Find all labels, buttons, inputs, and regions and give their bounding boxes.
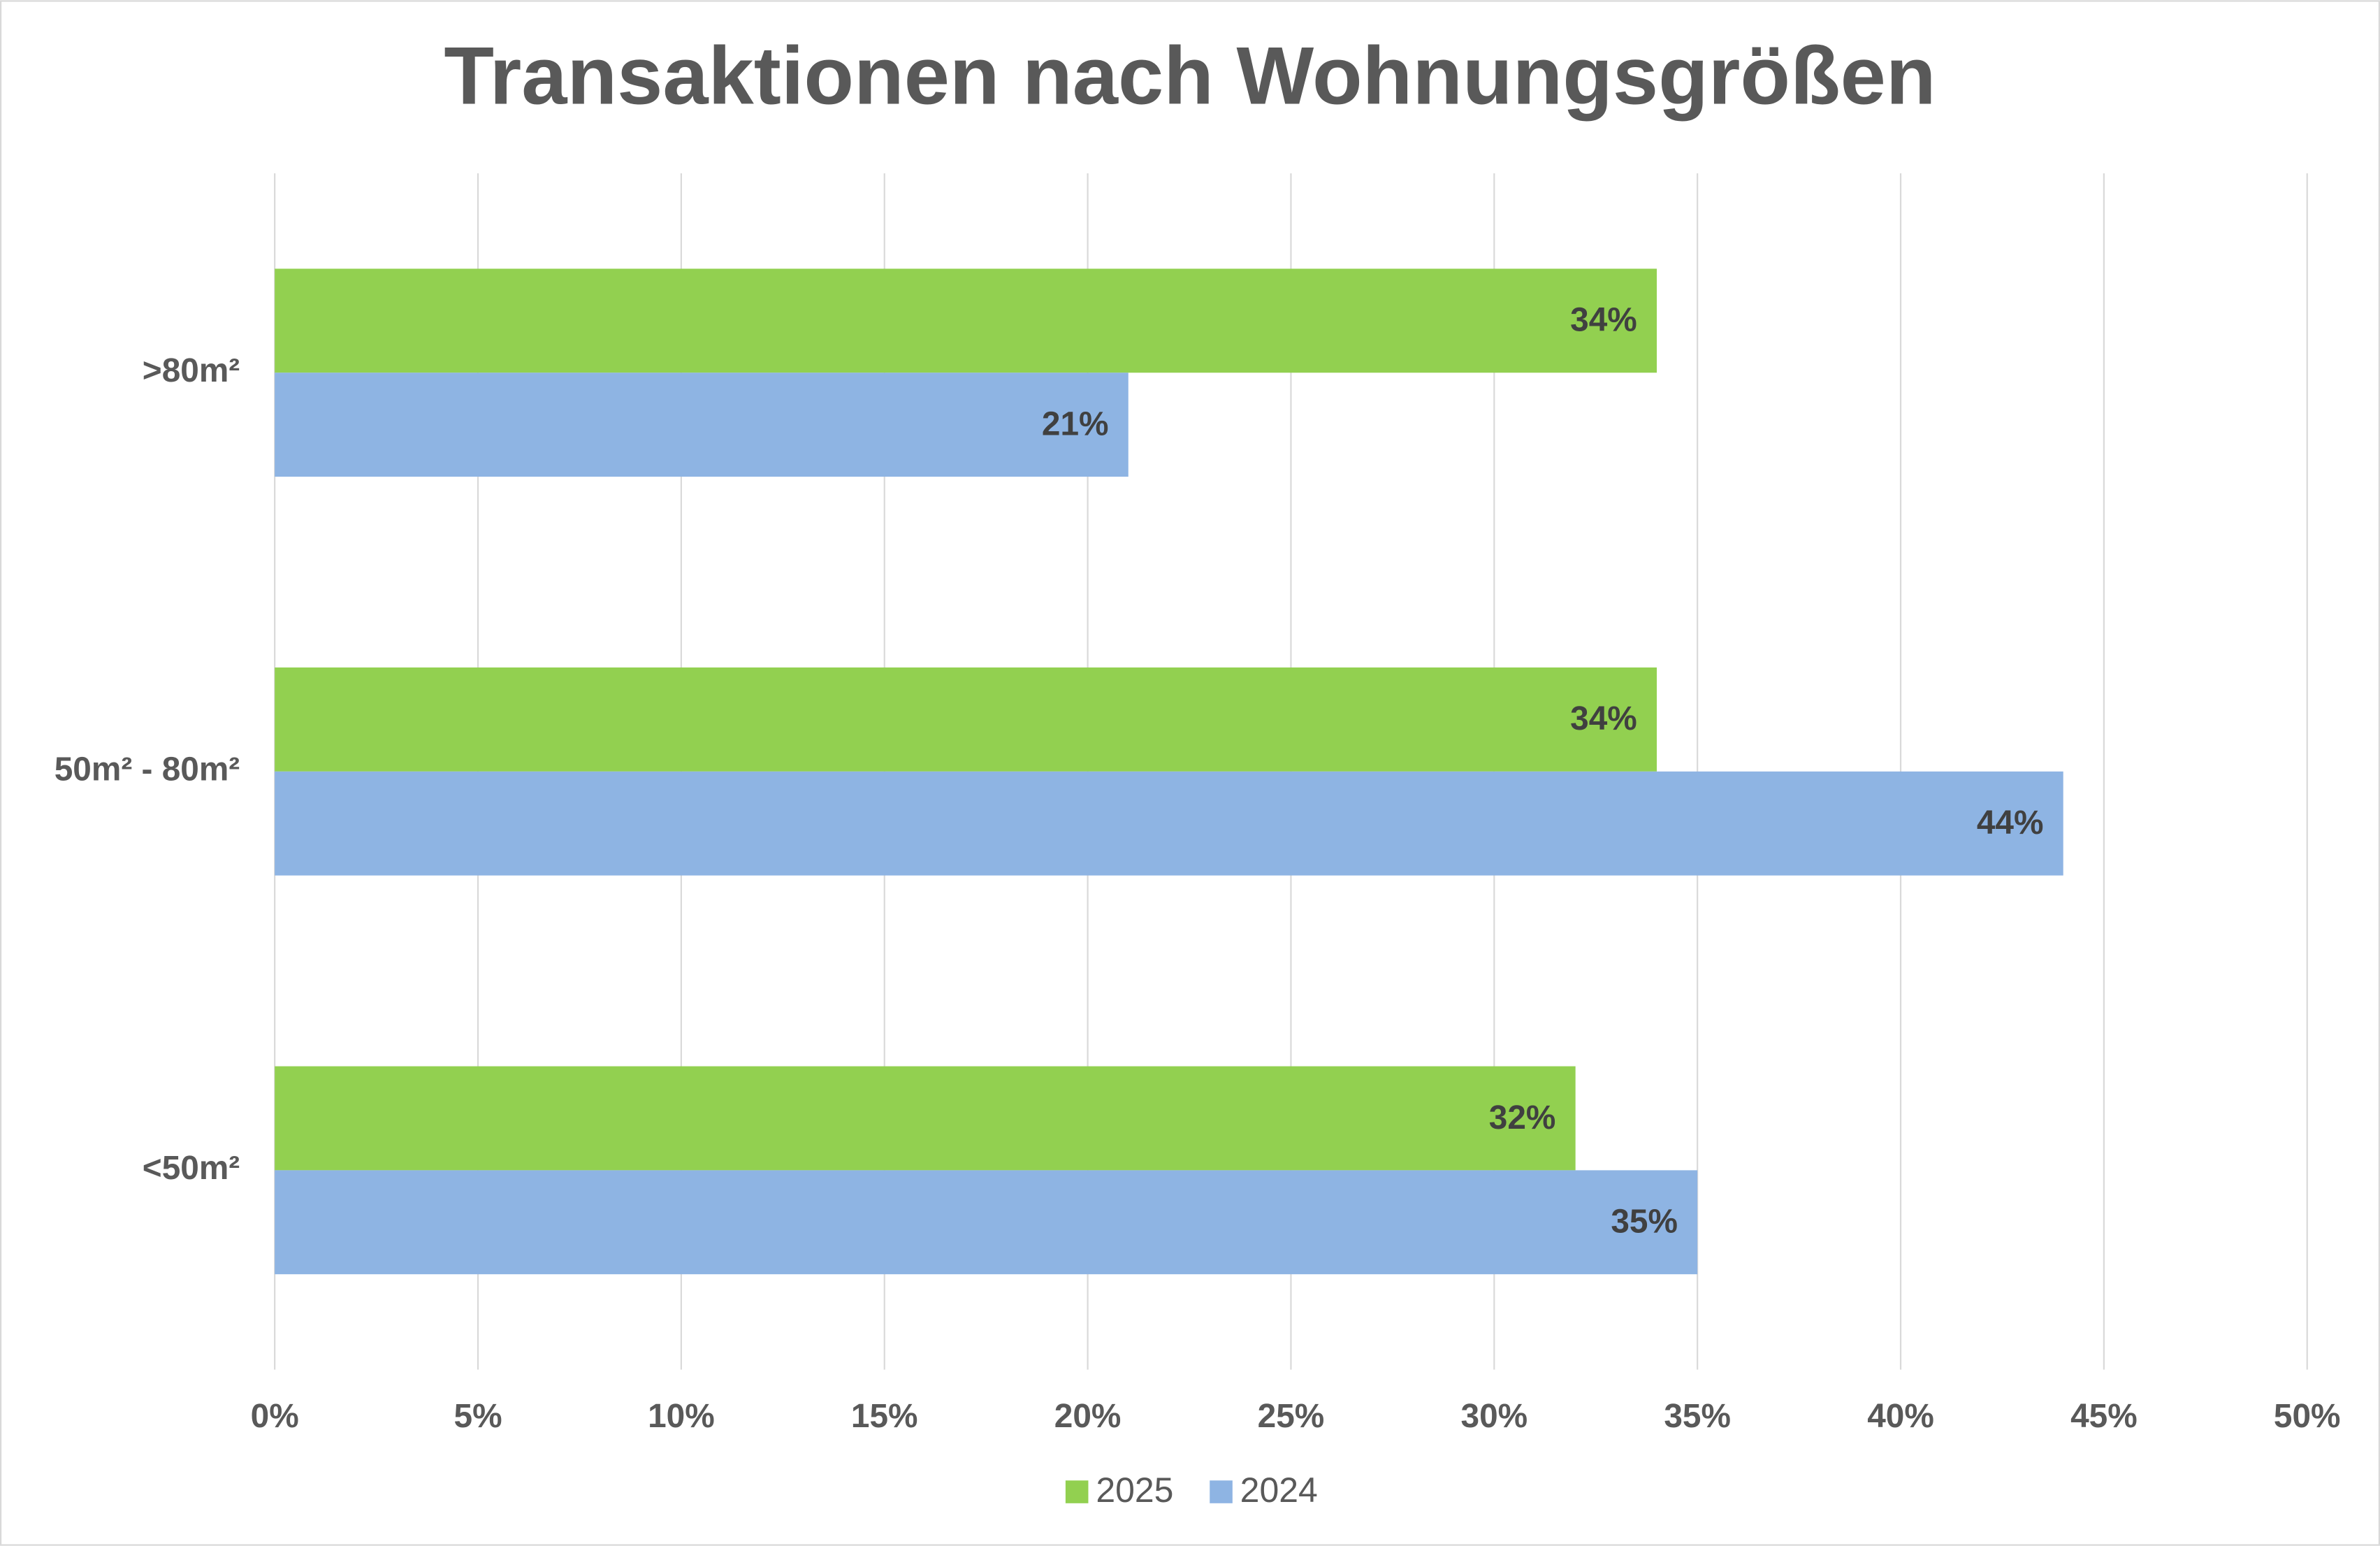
legend-label: 2024 bbox=[1240, 1471, 1318, 1510]
x-tick-label: 35% bbox=[1664, 1398, 1731, 1435]
bar bbox=[275, 771, 2063, 876]
data-label: 32% bbox=[1489, 1099, 1556, 1136]
x-tick-label: 5% bbox=[454, 1398, 502, 1435]
data-label: 34% bbox=[1570, 700, 1637, 737]
data-label: 44% bbox=[1977, 804, 2044, 841]
y-tick-label: <50m² bbox=[143, 1150, 240, 1187]
x-tick-label: 25% bbox=[1258, 1398, 1325, 1435]
x-tick-label: 20% bbox=[1054, 1398, 1122, 1435]
x-tick-label: 50% bbox=[2274, 1398, 2341, 1435]
data-label: 35% bbox=[1611, 1204, 1678, 1241]
bar bbox=[275, 1170, 1698, 1275]
x-tick-label: 10% bbox=[648, 1398, 715, 1435]
x-tick-label: 30% bbox=[1461, 1398, 1528, 1435]
bar bbox=[275, 268, 1657, 373]
data-label: 21% bbox=[1042, 405, 1109, 442]
x-tick-label: 45% bbox=[2070, 1398, 2138, 1435]
legend-swatch bbox=[1210, 1480, 1233, 1503]
y-tick-label: >80m² bbox=[143, 352, 240, 389]
data-label: 34% bbox=[1570, 302, 1637, 339]
y-tick-label: 50m² - 80m² bbox=[55, 751, 240, 788]
x-tick-label: 40% bbox=[1867, 1398, 1934, 1435]
bar bbox=[275, 667, 1657, 772]
legend-label: 2025 bbox=[1096, 1471, 1173, 1510]
chart-title: Transaktionen nach Wohnungsgrößen bbox=[444, 30, 1936, 122]
bar bbox=[275, 373, 1129, 477]
bar bbox=[275, 1066, 1576, 1171]
legend-swatch bbox=[1065, 1480, 1089, 1503]
x-tick-label: 15% bbox=[851, 1398, 918, 1435]
x-tick-label: 0% bbox=[251, 1398, 299, 1435]
